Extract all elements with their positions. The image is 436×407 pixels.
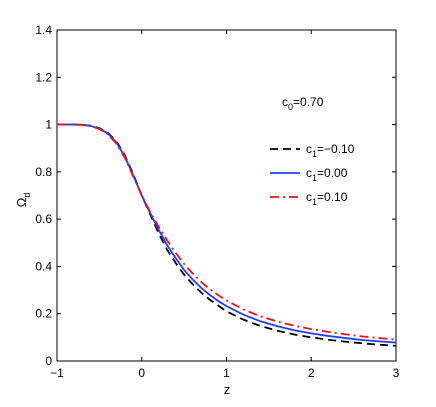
series-line-2 <box>57 123 397 344</box>
legend-label-2: c1=0.00 <box>306 166 348 183</box>
y-tick-label: 1 <box>45 118 52 132</box>
y-tick-label: 0.4 <box>35 259 52 273</box>
y-axis-label-sub: d <box>22 193 32 198</box>
x-tick-label: 3 <box>393 366 400 380</box>
legend-label-1: c1=−0.10 <box>306 142 355 159</box>
y-axis-label-main: Ω <box>14 197 29 207</box>
x-tick-label: −1 <box>50 366 64 380</box>
c0-annotation: c0=0.70 <box>282 95 324 112</box>
y-tick-label: 1.4 <box>35 23 52 37</box>
svg-text:Ωd: Ωd <box>14 193 32 208</box>
c0-annotation-main: c <box>282 95 288 109</box>
tick-labels: −1 0 1 2 300.20.40.60.811.21.4 <box>35 23 399 380</box>
y-tick-label: 0 <box>45 354 52 368</box>
series-line-1 <box>57 123 397 347</box>
y-axis-label: Ωd <box>14 193 32 208</box>
y-tick-label: 1.2 <box>35 70 52 84</box>
c0-annotation-sub: 0 <box>288 102 293 112</box>
y-tick-label: 0.8 <box>35 165 52 179</box>
legend-label-3: c1=0.10 <box>306 190 348 207</box>
series-line-3 <box>57 123 397 341</box>
x-tick-label: 2 <box>308 366 315 380</box>
c0-annotation-rest: =0.70 <box>293 95 324 109</box>
legend: c1=−0.10 c1=0.00 c1=0.10 <box>270 142 355 207</box>
plot-curves <box>57 123 397 347</box>
x-axis-label: z <box>224 382 231 397</box>
x-tick-label: 0 <box>138 366 145 380</box>
plot-axes <box>56 29 397 362</box>
y-tick-label: 0.6 <box>35 212 52 226</box>
y-tick-label: 0.2 <box>35 307 52 321</box>
x-tick-label: 1 <box>223 366 230 380</box>
